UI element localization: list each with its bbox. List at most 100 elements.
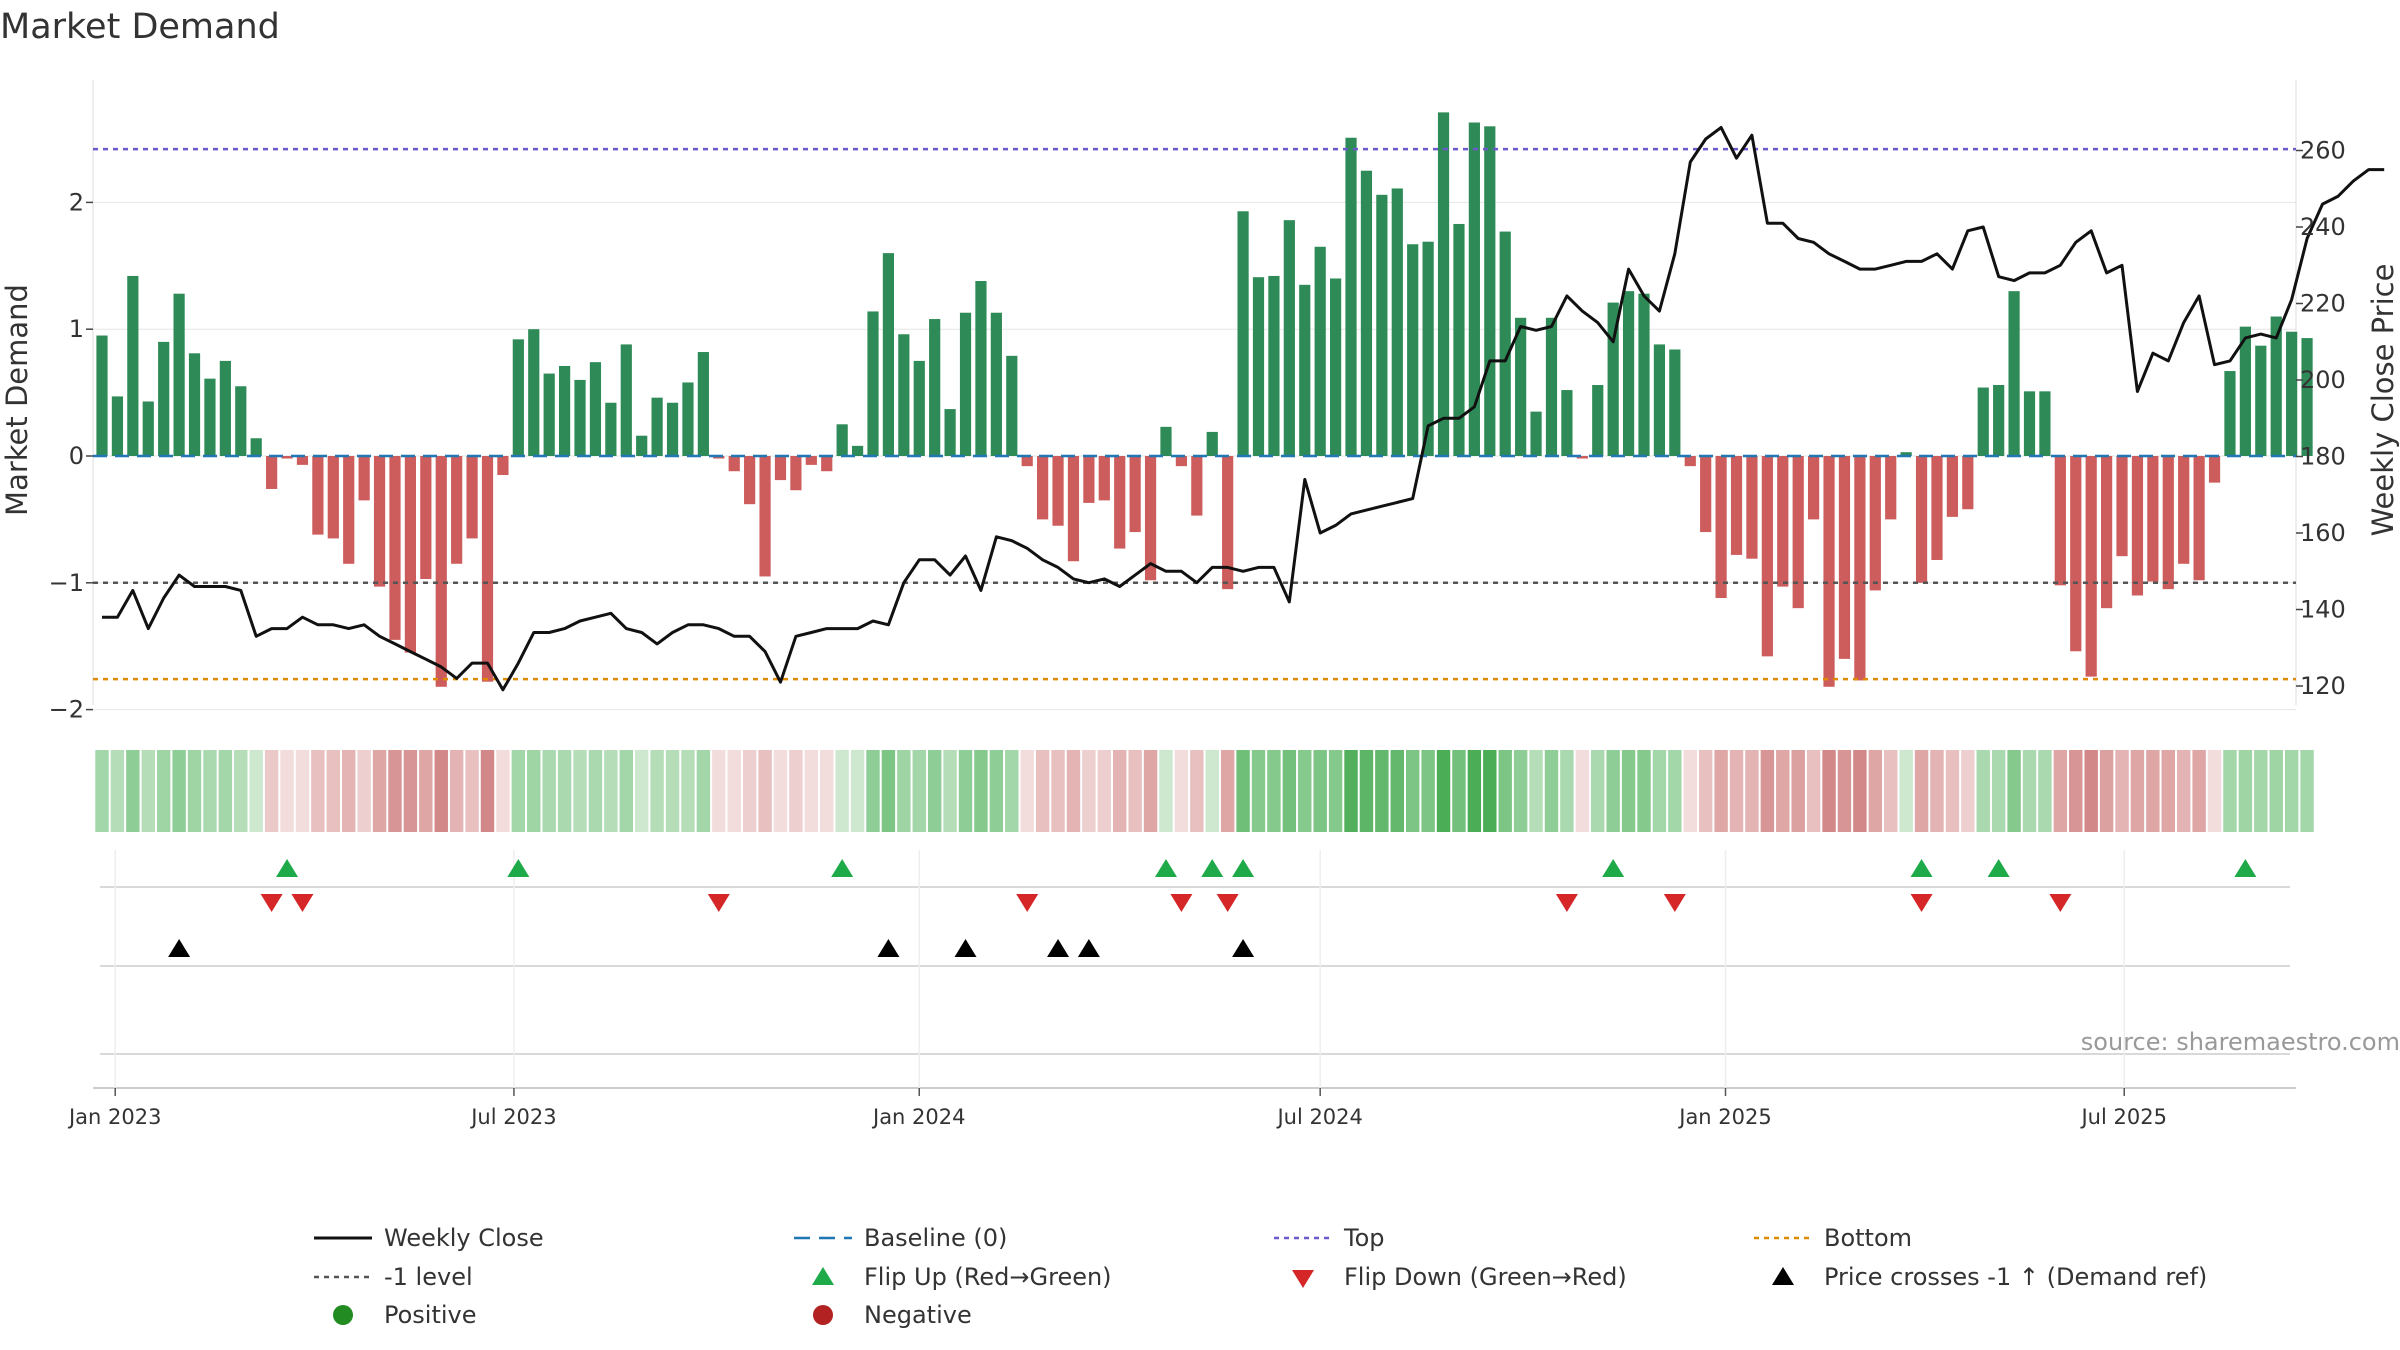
flip-down-marker bbox=[707, 894, 730, 912]
strip-cell bbox=[480, 750, 495, 832]
strip-cell bbox=[604, 750, 618, 832]
strip-cell bbox=[2284, 750, 2299, 832]
demand-bars bbox=[96, 112, 2313, 687]
demand-bar bbox=[466, 456, 478, 539]
demand-bar bbox=[2301, 338, 2313, 456]
strip-cell bbox=[1544, 750, 1559, 832]
demand-bar bbox=[898, 334, 910, 456]
price-cross-marker bbox=[877, 939, 900, 957]
strip-cell bbox=[1051, 750, 1065, 832]
strip-cell bbox=[295, 750, 310, 832]
flip-up-marker bbox=[1201, 859, 1224, 877]
strip-cell bbox=[866, 750, 880, 832]
demand-bar bbox=[235, 386, 247, 456]
demand-bar bbox=[990, 312, 1002, 456]
strip-cell bbox=[203, 750, 217, 832]
demand-bar bbox=[1407, 244, 1419, 456]
x-tick-label: Jan 2025 bbox=[1677, 1105, 1772, 1129]
strip-cell bbox=[95, 750, 109, 832]
strip-cell bbox=[249, 750, 263, 832]
demand-bar bbox=[1499, 231, 1511, 456]
strip-cell bbox=[1729, 750, 1744, 832]
left-axis-title: Market Demand bbox=[0, 284, 34, 516]
demand-bar bbox=[2224, 371, 2236, 456]
demand-bar bbox=[296, 456, 309, 465]
demand-bar bbox=[605, 402, 617, 456]
strip-cell bbox=[2176, 750, 2191, 832]
strip-cell bbox=[1621, 750, 1636, 832]
demand-bar bbox=[373, 456, 386, 587]
demand-bar bbox=[1746, 456, 1758, 559]
demand-bar bbox=[173, 293, 185, 456]
demand-bar bbox=[559, 365, 571, 456]
demand-bar bbox=[1730, 456, 1743, 555]
demand-bar bbox=[1561, 390, 1573, 456]
flip-down-marker bbox=[1555, 894, 1578, 912]
legend-circle-green-symbol bbox=[333, 1305, 353, 1325]
strip-cell bbox=[2161, 750, 2175, 832]
demand-bar bbox=[512, 339, 524, 456]
strip-cell bbox=[1884, 750, 1898, 832]
demand-bar bbox=[1653, 344, 1666, 456]
demand-bar bbox=[1114, 456, 1126, 549]
demand-bar bbox=[389, 456, 401, 640]
strip-cell bbox=[1066, 750, 1081, 832]
demand-bar bbox=[2023, 391, 2036, 456]
demand-bar bbox=[589, 362, 602, 456]
strip-cell bbox=[1082, 750, 1096, 832]
main-panel: 2 1 0 −1 −2 260 240 220 200 180 160 140 120 Market … bbox=[0, 80, 2400, 724]
strip-cell bbox=[1220, 750, 1235, 832]
demand-bar bbox=[1067, 456, 1080, 562]
flip-down-marker bbox=[260, 894, 283, 912]
flip-up-marker bbox=[2234, 859, 2257, 877]
legend-label: Flip Up (Red→Green) bbox=[864, 1263, 1112, 1291]
demand-bar bbox=[1777, 456, 1789, 587]
x-ticks: Jan 2023 Jul 2023 Jan 2024 Jul 2024 Jan 2025… bbox=[67, 1088, 2167, 1129]
demand-bar bbox=[1129, 456, 1141, 533]
right-tick-label: 160 bbox=[2300, 519, 2346, 547]
strip-cell bbox=[172, 750, 186, 832]
demand-bar bbox=[1576, 456, 1588, 459]
right-tick-label: 120 bbox=[2300, 672, 2346, 700]
right-y-ticks: 260 240 220 200 180 160 140 120 bbox=[2296, 137, 2346, 700]
demand-bar bbox=[1638, 293, 1650, 456]
right-tick-label: 200 bbox=[2300, 366, 2346, 394]
strip-cell bbox=[1637, 750, 1651, 832]
strip-cell bbox=[496, 750, 510, 832]
demand-bar bbox=[2239, 326, 2251, 456]
strip-cell bbox=[1760, 750, 1775, 832]
demand-bar bbox=[204, 378, 216, 456]
strip-cell bbox=[1776, 750, 1790, 832]
strip-cell bbox=[1791, 750, 1805, 832]
demand-bar bbox=[1175, 456, 1187, 467]
demand-bar bbox=[759, 456, 771, 577]
strip-cell bbox=[2022, 750, 2037, 832]
strip-cell bbox=[2007, 750, 2021, 832]
demand-bar bbox=[1268, 275, 1280, 456]
strip-cell bbox=[1452, 750, 1466, 832]
weekly-close-line bbox=[102, 126, 2385, 692]
demand-bar bbox=[882, 253, 895, 456]
demand-bar bbox=[1900, 452, 1912, 456]
right-tick-label: 260 bbox=[2300, 137, 2346, 165]
strip-cell bbox=[1128, 750, 1142, 832]
strip-cell bbox=[2099, 750, 2114, 832]
strip-cell bbox=[1436, 750, 1451, 832]
strip-cell bbox=[2115, 750, 2129, 832]
demand-bar bbox=[435, 456, 447, 687]
flip-down-marker bbox=[1663, 894, 1686, 912]
demand-bar bbox=[1191, 456, 1203, 516]
legend-label: Price crosses -1 ↑ (Demand ref) bbox=[1824, 1263, 2207, 1291]
demand-bar bbox=[1962, 456, 1974, 510]
demand-bar bbox=[1885, 456, 1897, 520]
strip-cell bbox=[1945, 750, 1960, 832]
demand-bar bbox=[420, 456, 432, 579]
x-tick-label: Jul 2023 bbox=[469, 1105, 556, 1129]
strip-cell bbox=[527, 750, 541, 832]
strip-cell bbox=[758, 750, 772, 832]
demand-colour-strip bbox=[95, 750, 2314, 832]
demand-bar bbox=[744, 456, 756, 505]
legend-label: Bottom bbox=[1824, 1224, 1912, 1252]
legend-label: Negative bbox=[864, 1301, 972, 1329]
price-cross-marker bbox=[1077, 939, 1100, 957]
